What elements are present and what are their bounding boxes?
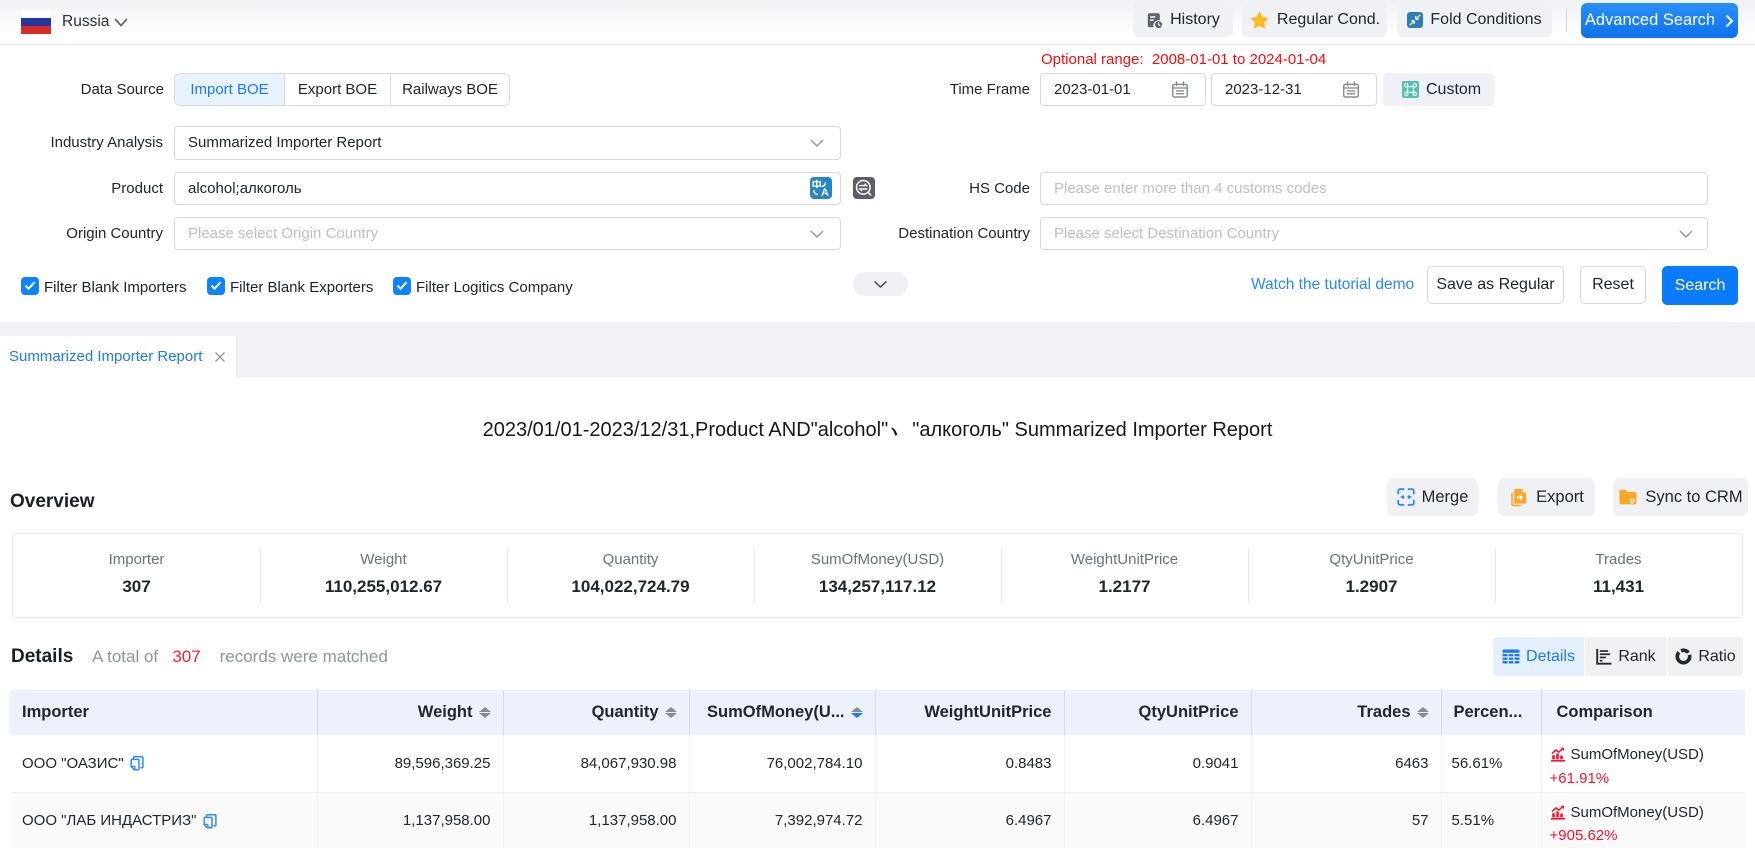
- svg-text:A: A: [821, 187, 829, 199]
